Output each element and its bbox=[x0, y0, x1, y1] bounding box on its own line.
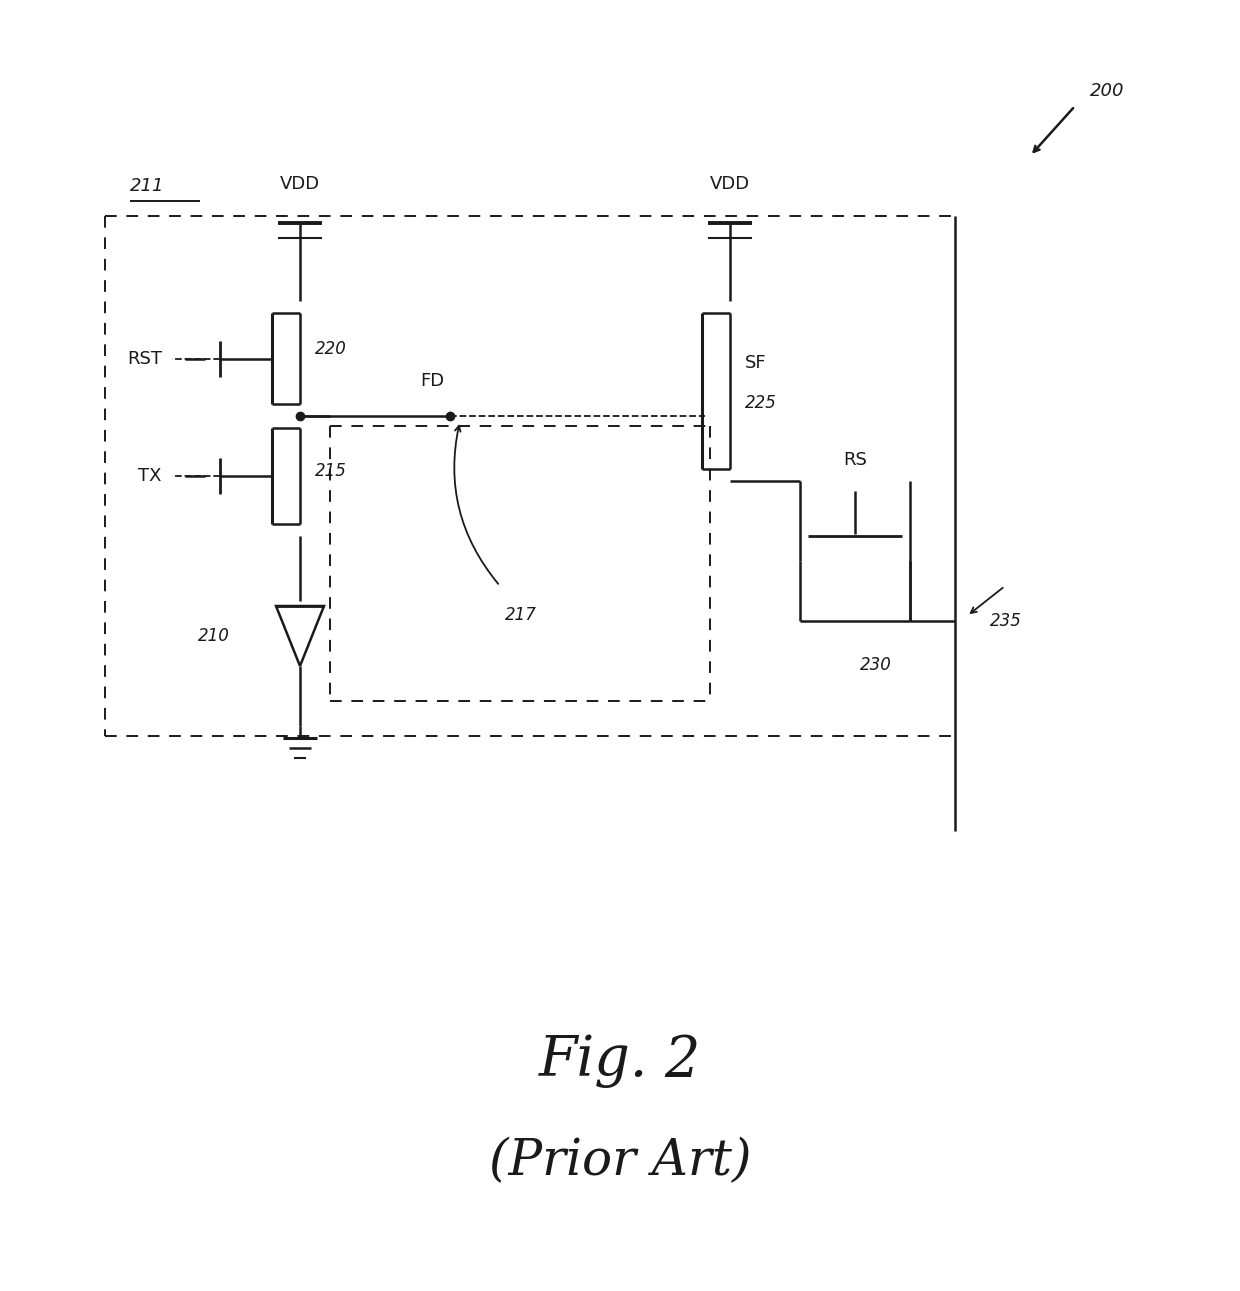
Text: VDD: VDD bbox=[280, 176, 320, 192]
Text: 217: 217 bbox=[505, 605, 537, 624]
Text: RST: RST bbox=[126, 350, 162, 368]
Text: 200: 200 bbox=[1090, 83, 1125, 99]
Text: FD: FD bbox=[420, 372, 444, 390]
Text: 210: 210 bbox=[198, 627, 229, 646]
Text: (Prior Art): (Prior Art) bbox=[489, 1136, 751, 1185]
Text: TX: TX bbox=[139, 467, 162, 485]
Text: 215: 215 bbox=[315, 462, 347, 480]
Text: 211: 211 bbox=[130, 177, 165, 195]
Text: VDD: VDD bbox=[711, 176, 750, 192]
Text: Fig. 2: Fig. 2 bbox=[539, 1034, 701, 1088]
Text: 220: 220 bbox=[315, 340, 347, 358]
Text: 230: 230 bbox=[861, 656, 892, 674]
Text: RS: RS bbox=[843, 451, 867, 469]
Text: SF: SF bbox=[745, 354, 766, 372]
Text: 225: 225 bbox=[745, 394, 777, 412]
Text: 235: 235 bbox=[990, 612, 1022, 630]
